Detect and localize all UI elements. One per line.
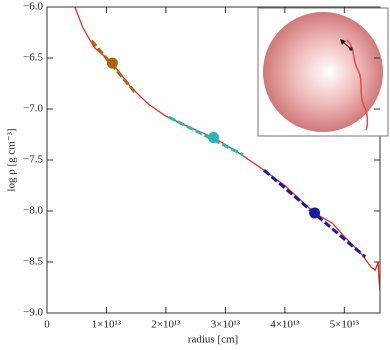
- y-tick-label: −8.0: [23, 205, 43, 217]
- x-tick-label: 1×10¹³: [92, 319, 122, 331]
- sphere: [263, 12, 383, 132]
- x-tick-label: 0: [44, 319, 50, 331]
- y-tick-label: −6.5: [23, 52, 43, 64]
- marker: [106, 57, 118, 69]
- dashed-line: [168, 115, 244, 157]
- y-tick-label: −8.5: [23, 256, 43, 268]
- x-tick-label: 4×10¹³: [270, 319, 300, 331]
- marker: [208, 132, 219, 144]
- x-tick-label: 3×10¹³: [211, 319, 241, 331]
- y-axis-label: log ρ [g cm⁻³]: [6, 128, 18, 191]
- x-axis-label: radius [cm]: [188, 334, 238, 346]
- y-tick-label: −9.0: [23, 307, 43, 319]
- inset-dot: [349, 47, 353, 51]
- x-tick-label: 5×10¹³: [330, 319, 360, 331]
- y-tick-label: −7.0: [23, 103, 43, 115]
- y-tick-label: −6.0: [23, 1, 43, 13]
- plot-area: [74, 6, 381, 291]
- inset-arrowhead: [340, 39, 346, 45]
- x-tick-label: 2×10¹³: [151, 319, 181, 331]
- marker: [309, 207, 321, 219]
- y-tick-label: −7.5: [23, 154, 43, 166]
- inset-track: [346, 39, 369, 131]
- inset: [257, 7, 389, 137]
